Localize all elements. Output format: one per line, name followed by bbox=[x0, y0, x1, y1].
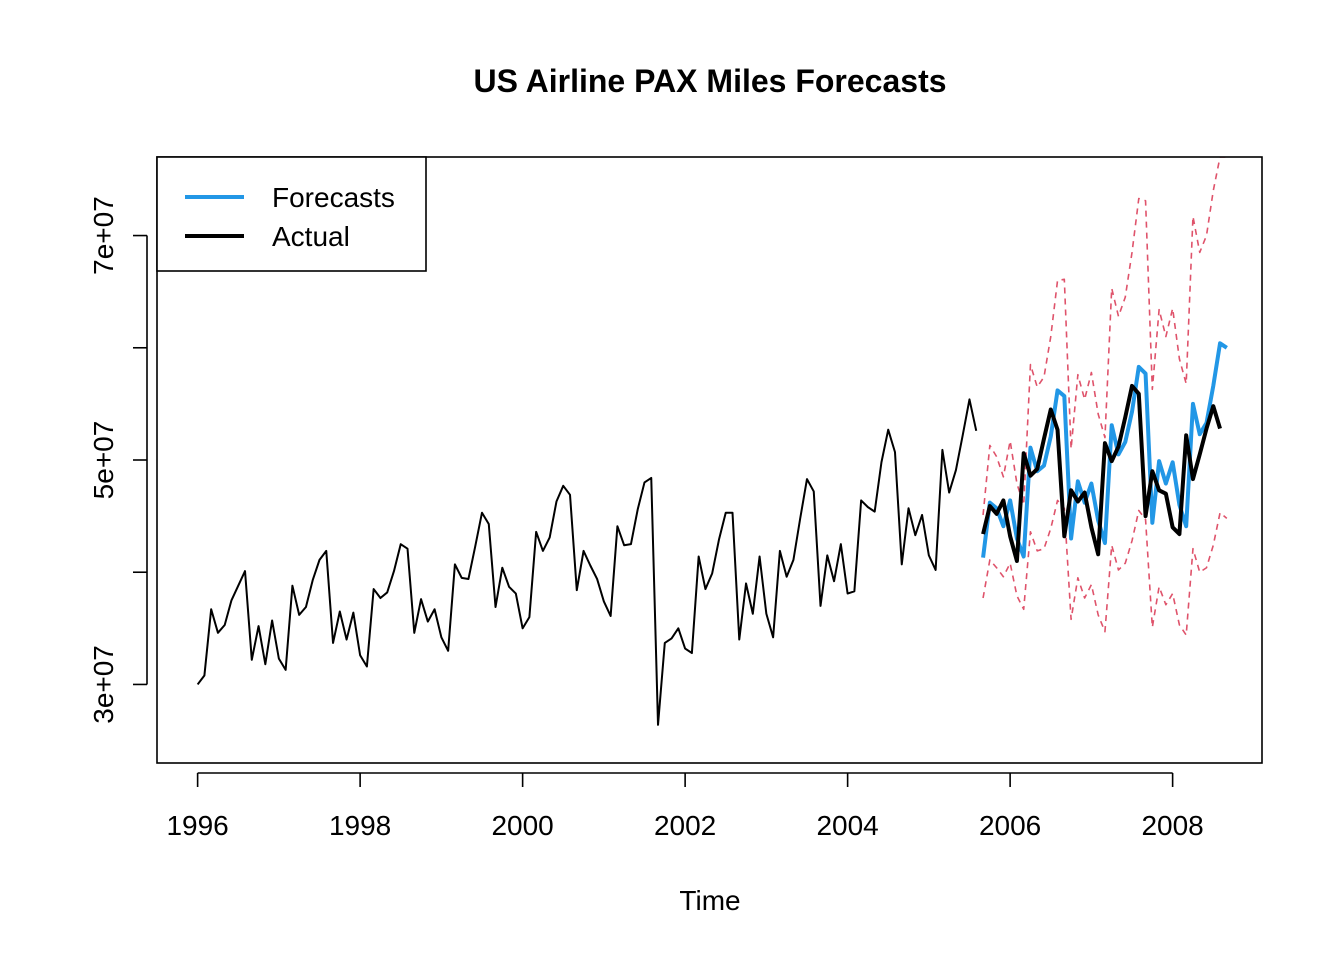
x-tick-label: 2006 bbox=[979, 810, 1041, 841]
y-tick-label: 7e+07 bbox=[88, 196, 119, 275]
series-line-history bbox=[196, 398, 978, 726]
legend-box bbox=[156, 156, 427, 272]
x-tick-label: 2004 bbox=[816, 810, 878, 841]
y-tick-label: 3e+07 bbox=[88, 645, 119, 724]
x-tick-label: 1998 bbox=[329, 810, 391, 841]
series-line-lower bbox=[982, 499, 1228, 636]
series-line-actual bbox=[981, 383, 1222, 563]
legend-label: Forecasts bbox=[272, 182, 395, 213]
plot-frame bbox=[156, 156, 1263, 764]
plot-area bbox=[196, 157, 1228, 726]
chart-title: US Airline PAX Miles Forecasts bbox=[473, 63, 946, 99]
x-tick-label: 2008 bbox=[1141, 810, 1203, 841]
x-tick-label: 2002 bbox=[654, 810, 716, 841]
y-tick-label: 5e+07 bbox=[88, 421, 119, 500]
series-line-upper bbox=[982, 157, 1227, 516]
legend-label: Actual bbox=[272, 221, 350, 252]
axes: 1996 1998 2000 2002 2004 2006 2008 3e+07 5e+07 7e… bbox=[88, 156, 1263, 841]
x-axis-label: Time bbox=[679, 885, 740, 916]
series-line-forecast bbox=[981, 341, 1228, 559]
legend: Forecasts Actual bbox=[156, 156, 427, 272]
x-tick-label: 2000 bbox=[491, 810, 553, 841]
x-tick-label: 1996 bbox=[166, 810, 228, 841]
